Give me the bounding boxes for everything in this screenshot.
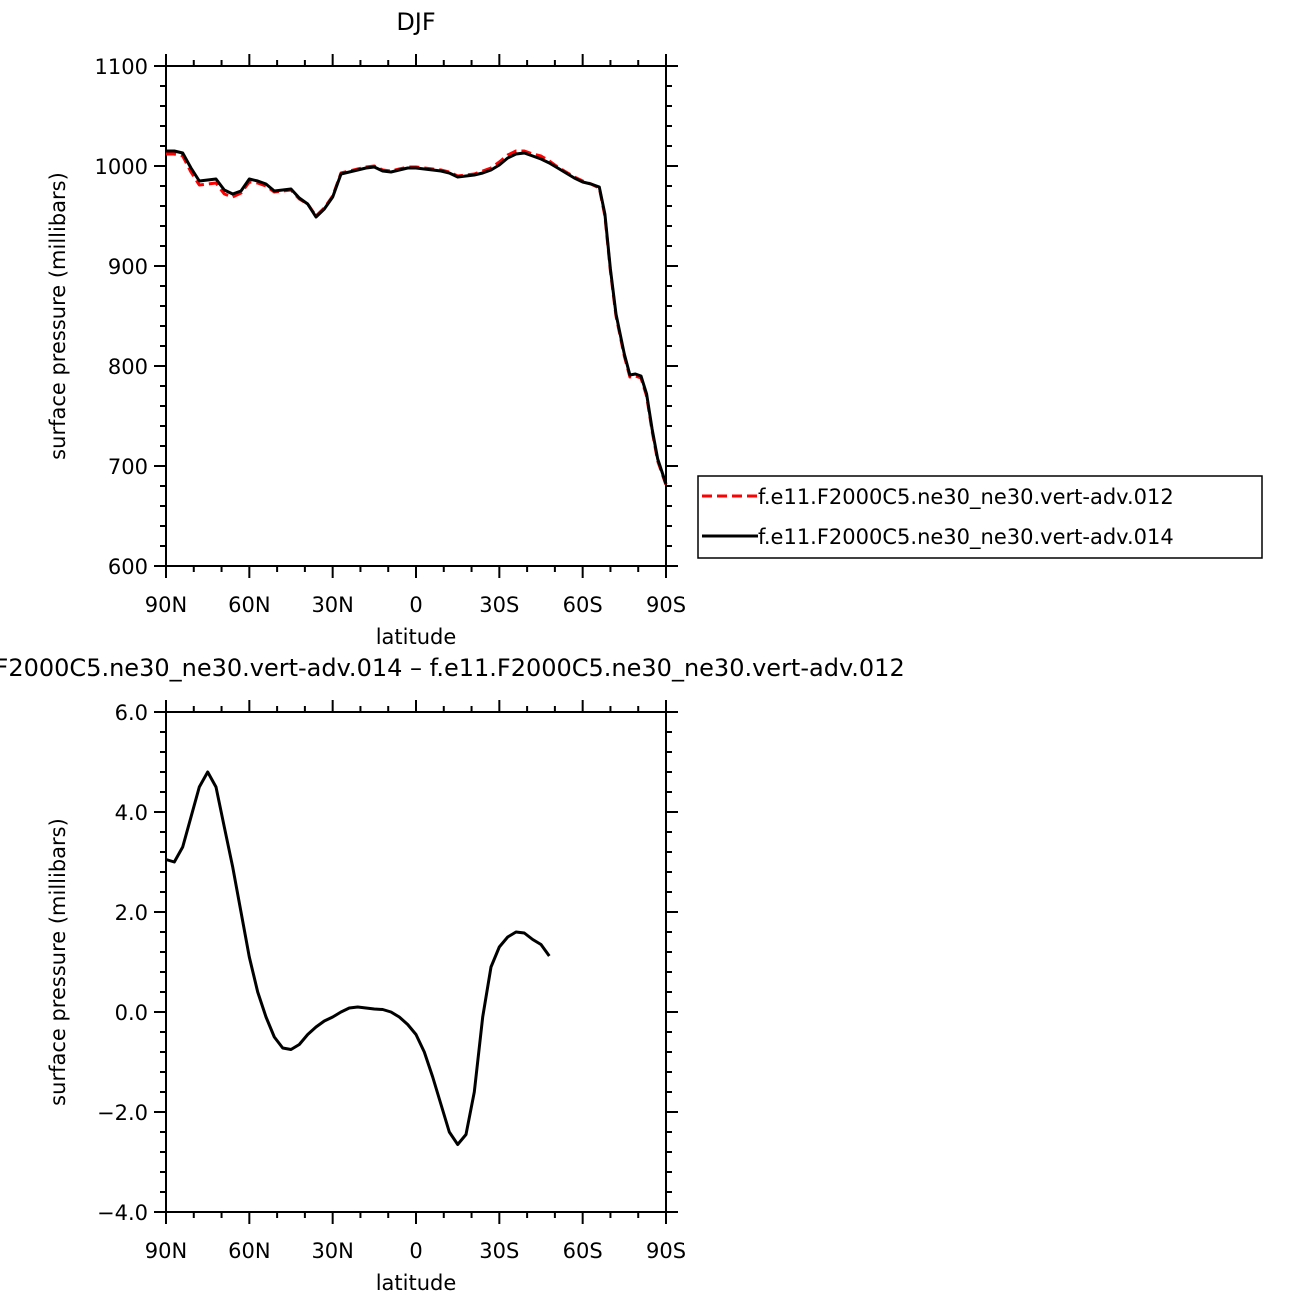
chart-title: DJF [396, 8, 435, 36]
x-tick-label: 60N [228, 1239, 270, 1263]
x-tick-label: 90S [646, 1239, 686, 1263]
series-line-1 [166, 149, 668, 486]
top-panel-djf-surface-pressure: DJF 600 700 800 900 1000 1100 90N 60N 30N 0 30S 60S 9… [46, 8, 1263, 649]
x-tick-label: 30S [479, 1239, 519, 1263]
y-tick-label: 6.0 [115, 701, 148, 725]
y-tick-label: 600 [108, 555, 148, 579]
y-tick-label: 2.0 [115, 901, 148, 925]
x-tick-label: 60N [228, 593, 270, 617]
x-tick-label: 30N [311, 1239, 353, 1263]
legend-label-2: f.e11.F2000C5.ne30_ne30.vert-adv.014 [758, 525, 1174, 550]
x-tick-label: 60S [563, 593, 603, 617]
y-tick-label: 1000 [95, 155, 148, 179]
x-tick-label: 90N [145, 593, 187, 617]
y-tick-label: 4.0 [115, 801, 148, 825]
series-line-2 [166, 149, 668, 485]
x-tick-label: 0 [409, 1239, 422, 1263]
x-tick-label: 30N [311, 593, 353, 617]
y-tick-label: 700 [108, 455, 148, 479]
y-axis-label: surface pressure (millibars) [46, 818, 70, 1106]
y-axis-label: surface pressure (millibars) [46, 172, 70, 460]
legend-label-1: f.e11.F2000C5.ne30_ne30.vert-adv.012 [758, 485, 1174, 510]
bottom-panel-surface-pressure-difference: f.e11.F2000C5.ne30_ne30.vert-adv.014 – f… [0, 654, 905, 1295]
y-tick-label: 0.0 [115, 1001, 148, 1025]
plot-frame [165, 65, 667, 567]
plot-frame [165, 711, 667, 1213]
series-line-1 [165, 770, 551, 1146]
legend-box [697, 475, 1263, 559]
chart-title: f.e11.F2000C5.ne30_ne30.vert-adv.014 – f… [0, 654, 905, 682]
y-tick-label: 1100 [95, 55, 148, 79]
y-tick-label: −2.0 [97, 1101, 148, 1125]
x-axis-label: latitude [376, 1271, 457, 1295]
y-tick-label: −4.0 [97, 1201, 148, 1225]
x-tick-label: 0 [409, 593, 422, 617]
x-tick-label: 90N [145, 1239, 187, 1263]
x-axis-label: latitude [376, 625, 457, 649]
y-tick-label: 800 [108, 355, 148, 379]
x-tick-label: 60S [563, 1239, 603, 1263]
x-tick-label: 30S [479, 593, 519, 617]
y-tick-label: 900 [108, 255, 148, 279]
x-tick-label: 90S [646, 593, 686, 617]
